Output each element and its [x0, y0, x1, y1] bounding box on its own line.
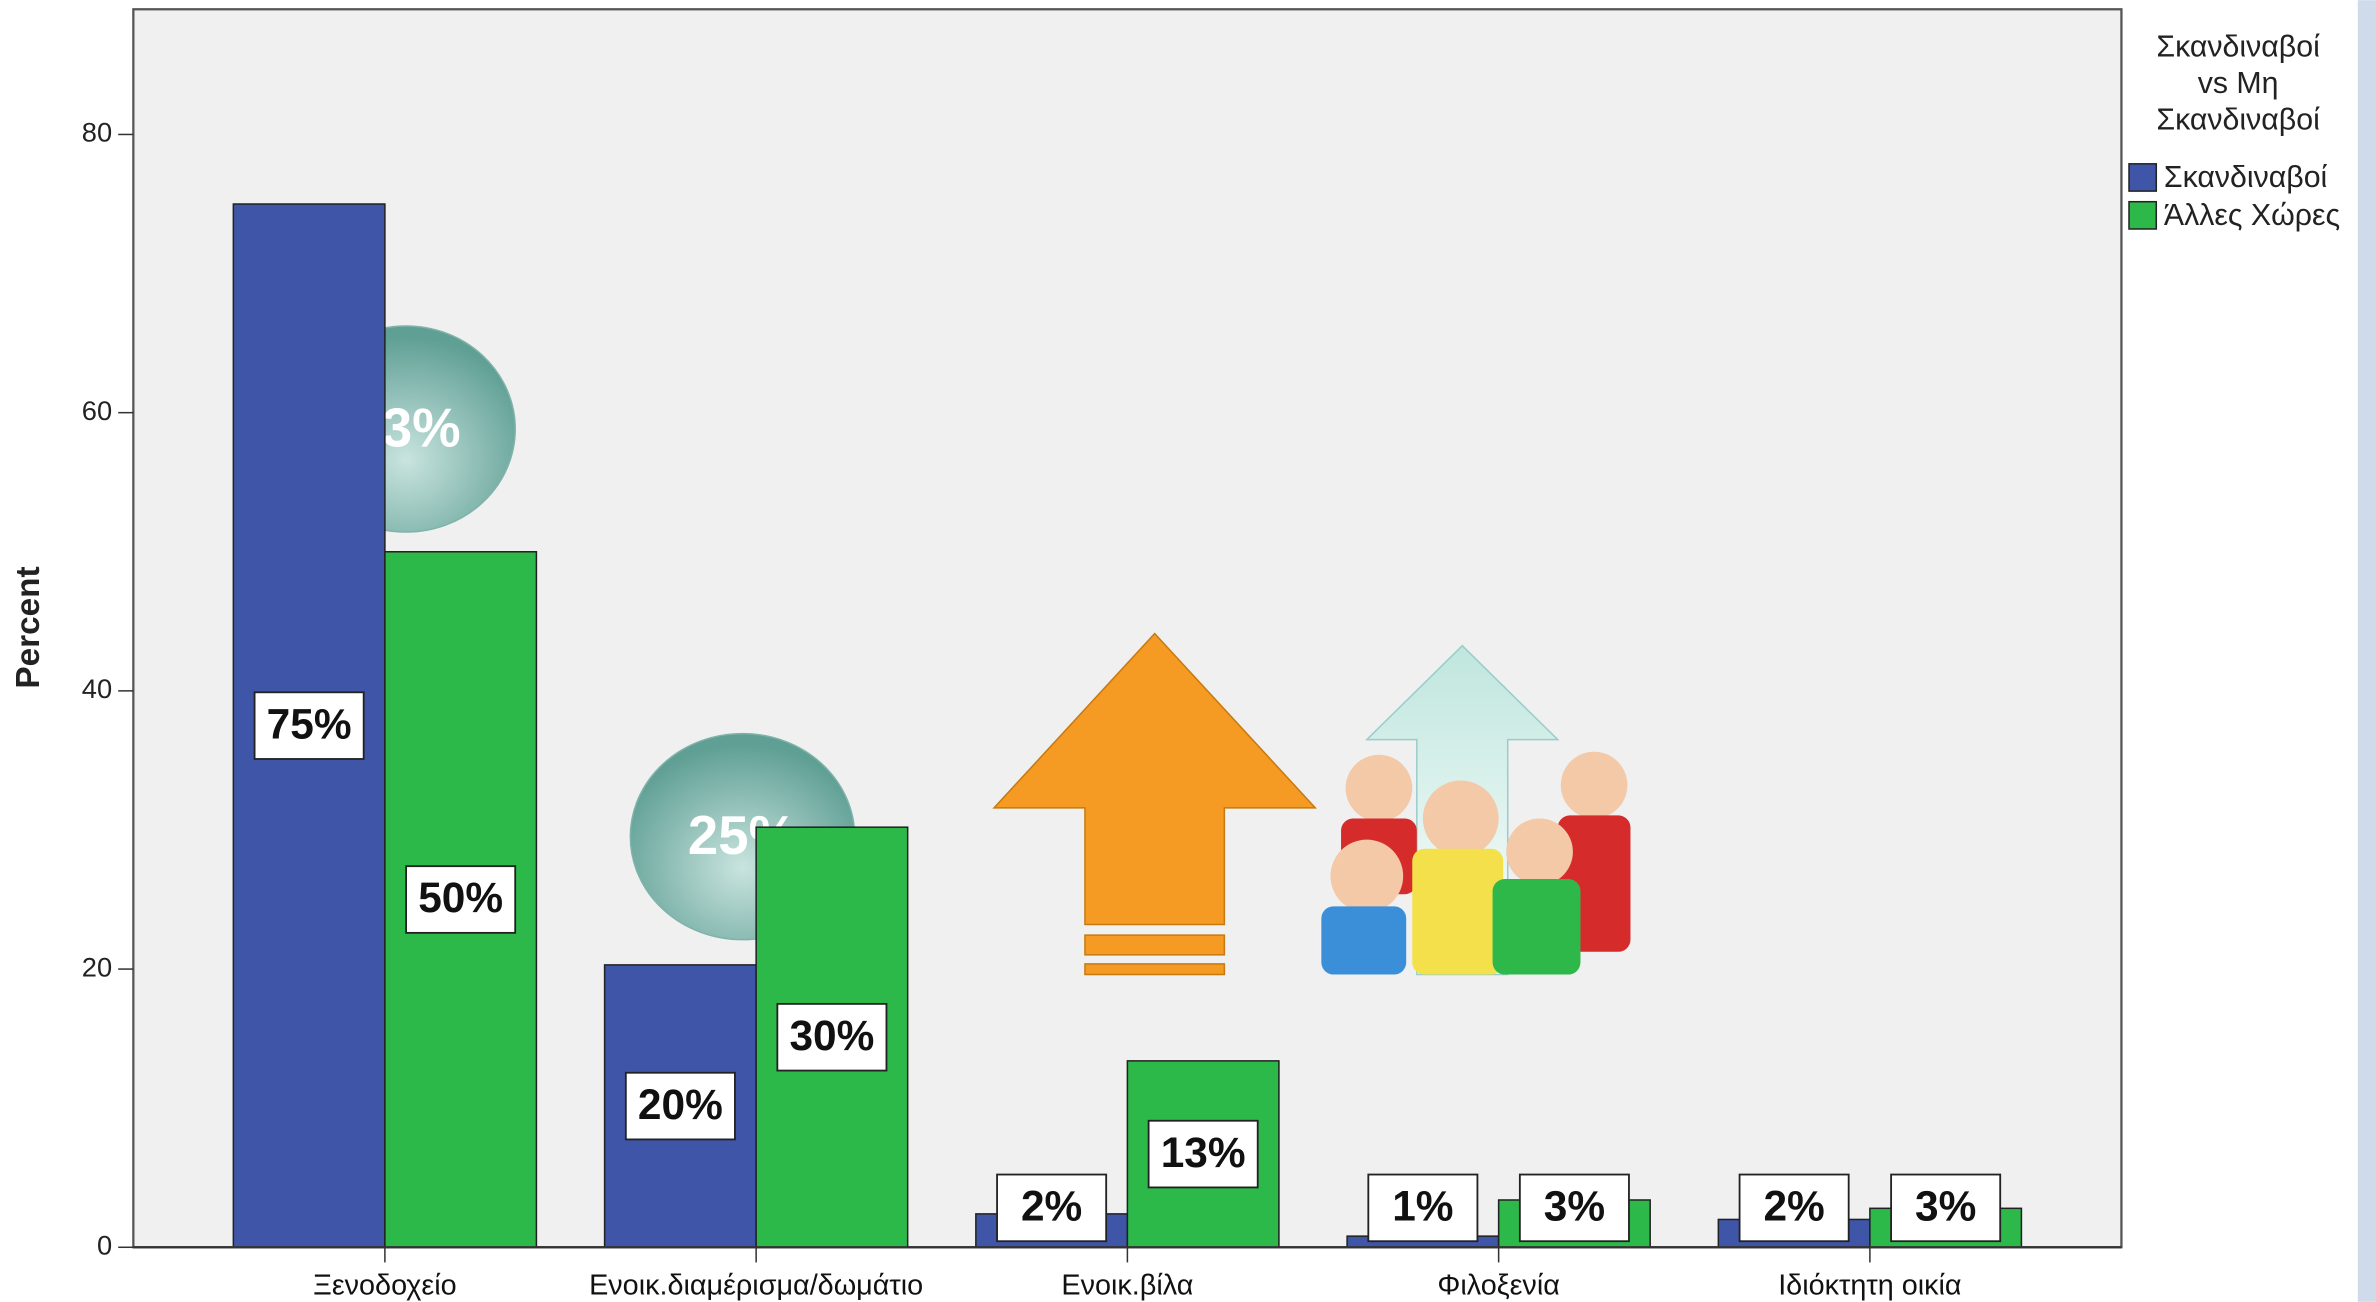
x-tick-label: Ενοικ.βίλα: [1061, 1269, 1193, 1301]
y-tick-label: 60: [82, 395, 112, 426]
value-label-box: [624, 1071, 736, 1141]
value-label: 1%: [1392, 1183, 1453, 1230]
y-tick-label: 20: [82, 951, 112, 982]
value-label-box: [996, 1173, 1108, 1243]
x-tick-label: Ιδιόκτητη οικία: [1778, 1269, 1961, 1301]
y-tick-label: 80: [82, 117, 112, 148]
legend-swatch: [2128, 163, 2158, 192]
value-label: 3%: [1915, 1183, 1976, 1230]
edge-strip: [2357, 0, 2376, 1302]
value-label: 2%: [1763, 1183, 1824, 1230]
value-label-box: [253, 691, 365, 760]
legend-label: Άλλες Χώρες: [2164, 199, 2340, 232]
value-label: 3%: [1544, 1183, 1605, 1230]
x-tick-label: Φιλοξενία: [1437, 1269, 1559, 1301]
legend-label: Σκανδιναβοί: [2164, 161, 2328, 194]
decoration: [992, 632, 1631, 976]
value-label: 2%: [1021, 1183, 1082, 1230]
value-label: 75%: [267, 700, 352, 747]
value-label-box: [1890, 1173, 2002, 1243]
value-label-box: [1367, 1173, 1479, 1243]
value-label: 30%: [789, 1012, 874, 1059]
y-tick-label: 40: [82, 673, 112, 704]
value-label-box: [1147, 1119, 1259, 1189]
value-label-box: [776, 1002, 888, 1072]
x-tick-label: Ξενοδοχείο: [313, 1269, 457, 1301]
legend-swatch: [2128, 200, 2158, 230]
x-tick-label: Ενοικ.διαμέρισμα/δωμάτιο: [589, 1269, 923, 1301]
legend: Σκανδιναβοί vs Μη Σκανδιναβοί Σκανδιναβοί Άλ…: [2128, 31, 2340, 232]
legend-title: Σκανδιναβοί vs Μη Σκανδιναβοί: [2156, 31, 2320, 137]
value-label: 50%: [418, 874, 503, 921]
y-tick-label: 0: [97, 1229, 112, 1260]
value-label-box: [1518, 1173, 1630, 1243]
value-label: 13%: [1161, 1129, 1246, 1176]
y-axis-label: Percent: [10, 566, 47, 688]
value-label-box: [405, 865, 517, 934]
value-label: 20%: [638, 1081, 723, 1128]
value-label-box: [1738, 1173, 1850, 1243]
